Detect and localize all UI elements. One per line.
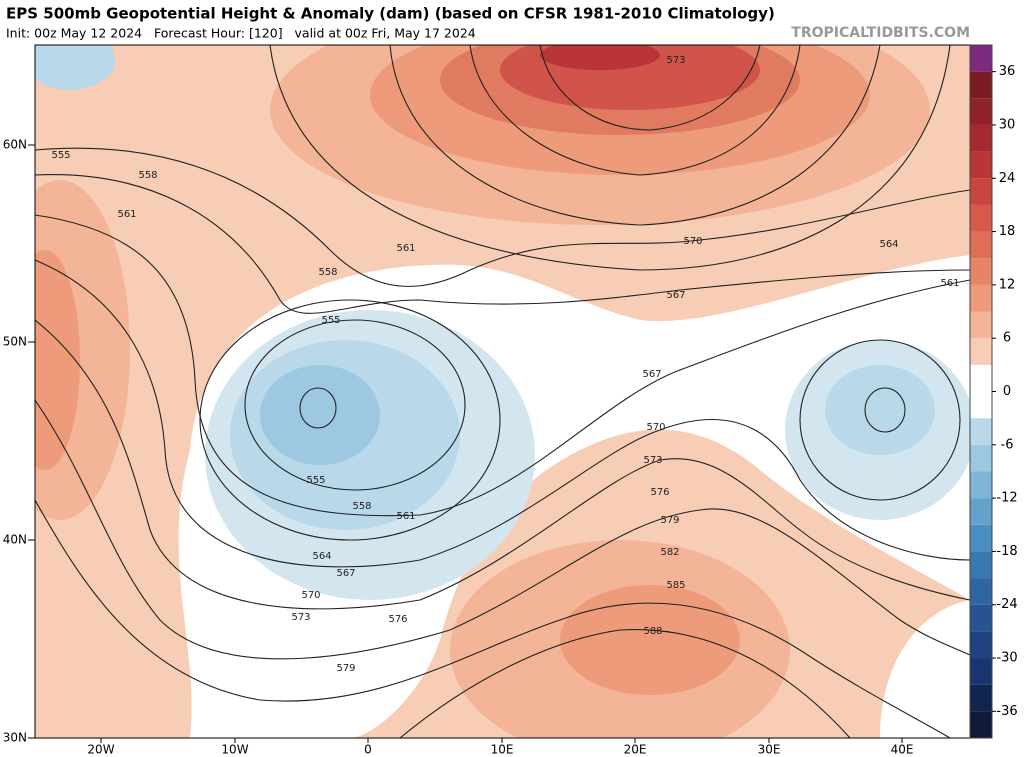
- colorbar-band: [970, 524, 992, 552]
- colorbar-band: [970, 471, 992, 499]
- map: 573 555 558 561 561 558 555 570 567 564 561 567 570 5…: [35, 45, 970, 738]
- colorbar-band: [970, 551, 992, 579]
- contour-label: 567: [336, 568, 355, 579]
- colorbar-band: [970, 71, 992, 99]
- lon-label: 10E: [491, 743, 514, 757]
- contour-label: 561: [396, 511, 415, 522]
- lon-label: 20E: [624, 743, 647, 757]
- colorbar-label: 18: [999, 224, 1016, 239]
- lat-label: 40N: [3, 533, 27, 547]
- contour-label: 561: [117, 209, 136, 220]
- colorbar-band: [970, 418, 992, 445]
- colorbar-band: [970, 444, 992, 472]
- lon-label: 10W: [221, 743, 248, 757]
- contour-label: 573: [643, 455, 662, 466]
- colorbar-label: 12: [999, 277, 1016, 292]
- colorbar-band: [970, 311, 992, 339]
- contour-label: 588: [643, 626, 662, 637]
- contour-label: 561: [396, 243, 415, 254]
- contour-label: 573: [291, 612, 310, 623]
- contour-label: 558: [318, 267, 337, 278]
- lon-label: 20W: [87, 743, 114, 757]
- lat-label: 60N: [3, 138, 27, 152]
- contour-label: 555: [306, 475, 325, 486]
- colorbar-band: [970, 151, 992, 179]
- lon-label: 40E: [891, 743, 914, 757]
- contour-label: 573: [666, 55, 685, 66]
- colorbar-label: 6: [1003, 331, 1011, 346]
- lat-label: 30N: [3, 731, 27, 745]
- contour-label: 585: [666, 580, 685, 591]
- colorbar-band: [970, 498, 992, 525]
- colorbar-band: [970, 258, 992, 285]
- contour-label: 555: [321, 315, 340, 326]
- colorbar-band: [970, 578, 992, 605]
- colorbar-label: -12: [996, 491, 1017, 506]
- colorbar-band: [970, 631, 992, 659]
- contour-label: 579: [660, 515, 679, 526]
- colorbar-label: 36: [999, 64, 1016, 79]
- colorbar-band: [970, 711, 992, 738]
- colorbar-band: [970, 124, 992, 152]
- colorbar-band: [970, 604, 992, 632]
- colorbar-band: [970, 658, 992, 685]
- colorbar-label: -18: [996, 544, 1017, 559]
- contour-label: 576: [388, 614, 407, 625]
- colorbar-label: -36: [996, 704, 1017, 719]
- contour-label: 579: [336, 663, 355, 674]
- colorbar-label: 0: [1003, 384, 1011, 399]
- colorbar-label: -6: [1001, 437, 1014, 452]
- colorbar-band: [970, 684, 992, 712]
- colorbar-band: [970, 45, 992, 72]
- contour-label: 558: [138, 170, 157, 181]
- contour-label: 567: [642, 369, 661, 380]
- colorbar-band: [970, 338, 992, 365]
- colorbar-band: [970, 284, 992, 312]
- contour-label: 570: [683, 236, 702, 247]
- colorbar-band: [970, 204, 992, 232]
- colorbar-label: 30: [999, 117, 1016, 132]
- contour-label: 564: [879, 239, 898, 250]
- colorbar-band: [970, 391, 992, 419]
- contour-label: 567: [666, 290, 685, 301]
- subtitle: Init: 00z May 12 2024 Forecast Hour: [12…: [6, 26, 476, 41]
- colorbar-label: -30: [996, 651, 1017, 666]
- colorbar-band: [970, 364, 992, 392]
- colorbar-label: -24: [996, 597, 1017, 612]
- lon-label: 0: [364, 743, 372, 757]
- title: EPS 500mb Geopotential Height & Anomaly …: [6, 5, 775, 23]
- contour-label: 555: [51, 150, 70, 161]
- contour-label: 570: [301, 590, 320, 601]
- contour-label: 582: [660, 547, 679, 558]
- source: TROPICALTIDBITS.COM: [791, 25, 970, 41]
- contour-label: 561: [940, 278, 959, 289]
- contour-label: 570: [646, 422, 665, 433]
- colorbar-band: [970, 231, 992, 259]
- contour-label: 564: [312, 551, 331, 562]
- colorbar-band: [970, 98, 992, 125]
- contour-label: 558: [352, 501, 371, 512]
- contour-label: 576: [650, 487, 669, 498]
- colorbar-band: [970, 178, 992, 205]
- lat-label: 50N: [3, 335, 27, 349]
- colorbar-label: 24: [999, 171, 1016, 186]
- lon-label: 30E: [758, 743, 781, 757]
